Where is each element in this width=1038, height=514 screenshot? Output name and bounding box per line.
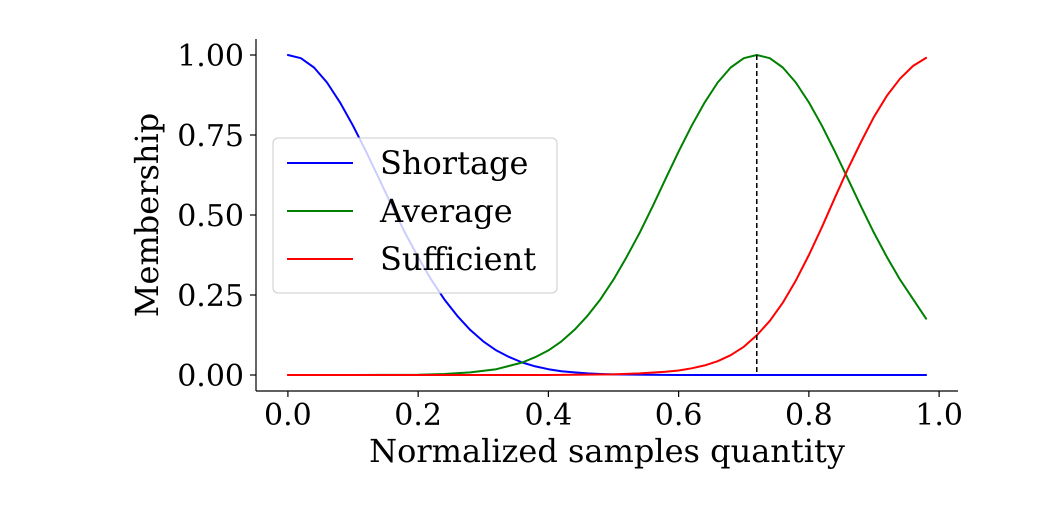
y-tick-label: 0.75 [177,119,244,154]
series-line-sufficient [286,56,928,376]
x-tick-label: 0.0 [264,398,312,433]
x-tick-label: 0.2 [394,398,442,433]
x-tick-label: 0.8 [785,398,833,433]
legend-label-average: Average [379,192,513,230]
legend: Shortage Average Sufficient [272,137,558,294]
x-tick-label: 1.0 [915,398,963,433]
y-axis-label: Membership [128,113,166,318]
series-line-shortage [286,54,928,376]
series-layer [286,54,928,376]
x-tick-label: 0.6 [655,398,703,433]
y-tick-label: 1.00 [177,39,244,74]
x-tick-label: 0.4 [525,398,573,433]
legend-label-sufficient: Sufficient [380,240,536,278]
y-tick-label: 0.50 [177,199,244,234]
legend-label-shortage: Shortage [380,144,528,182]
legend-frame [272,137,558,294]
x-axis-label: Normalized samples quantity [369,432,845,470]
legend-items: Shortage Average Sufficient [287,144,536,278]
y-tick-label: 0.00 [177,359,244,394]
y-tick-label: 0.25 [177,279,244,314]
ticks-layer: 0.0 0.2 0.4 0.6 0.8 1.0 0.00 0.25 0.50 0.75 1.00 [177,39,963,433]
